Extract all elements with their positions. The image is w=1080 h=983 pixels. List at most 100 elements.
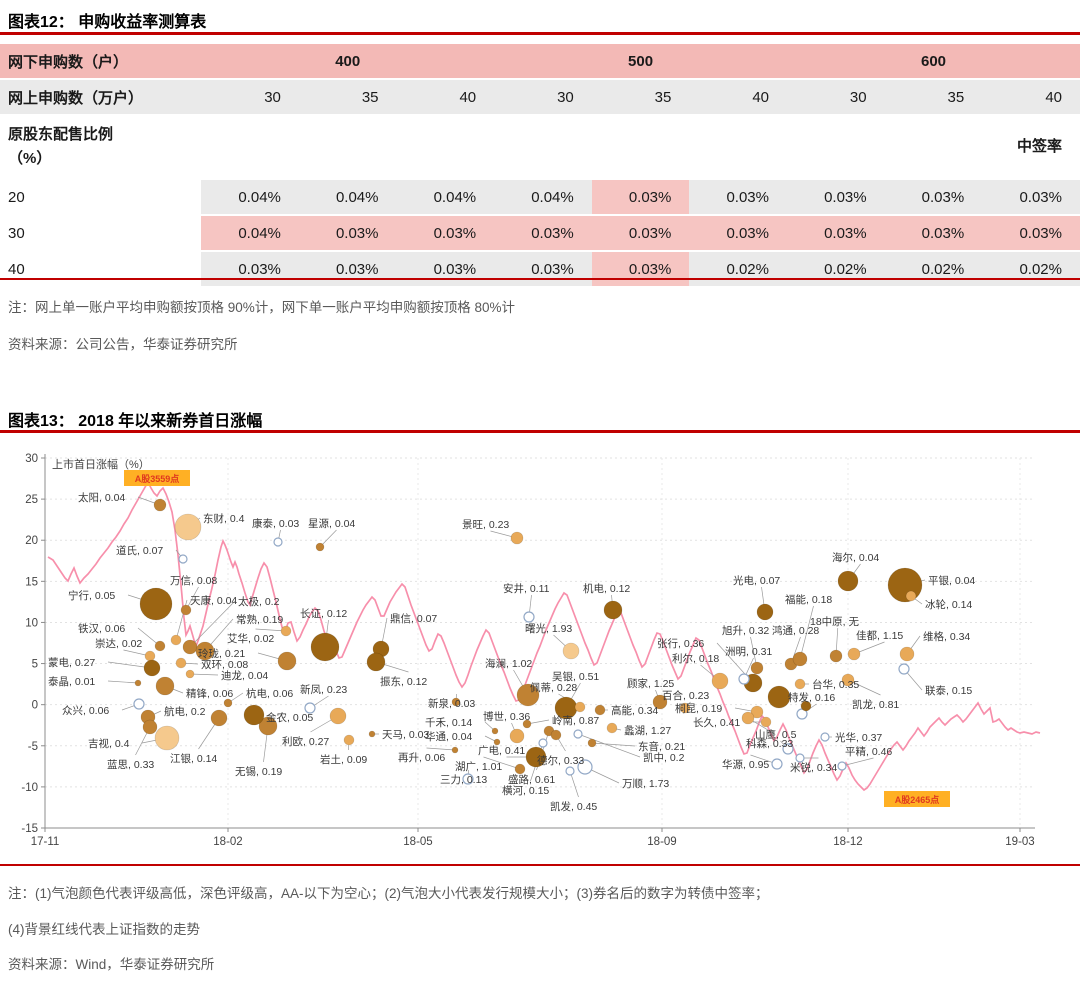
ratio-value-cell: 20 xyxy=(8,188,25,206)
row-header-online: 网上申购数（万户） xyxy=(0,80,202,114)
bubble xyxy=(329,707,347,725)
ratio-label-line2: （%） xyxy=(8,150,52,167)
figure12-table: 网下申购数（户） 400 500 600 网上申购数（万户） 30 35 40 30 35 40 30… xyxy=(0,42,1080,288)
x-tick-label: 18-09 xyxy=(647,836,676,848)
bubble xyxy=(800,700,812,712)
bubble-label: 三力, 0.13 xyxy=(440,773,487,786)
bubble-label: 蒙电, 0.27 xyxy=(48,656,95,669)
bubble xyxy=(741,711,755,725)
bubble xyxy=(258,716,278,736)
y-tick-label: 20 xyxy=(25,535,38,547)
bubble-label: 迪龙, 0.04 xyxy=(221,669,268,682)
figure13-note-line2: (4)背景红线代表上证指数的走势 xyxy=(8,922,200,937)
yield-value-cell: 0.03% xyxy=(298,216,397,250)
bubble-label: 太极, 0.2 xyxy=(238,595,280,608)
bubble-label: 张行, 0.36 xyxy=(657,637,704,650)
shanghai-index-line xyxy=(47,480,1041,792)
bubble-label: 曙光, 1.93 xyxy=(525,622,572,635)
bubble-label: 特发, 0.16 xyxy=(788,691,835,704)
yield-value-cell: 0.03% xyxy=(591,252,690,286)
x-tick-label: 18-02 xyxy=(213,836,242,848)
bubble xyxy=(562,642,580,660)
bubble xyxy=(185,669,195,679)
online-count-cell: 30 xyxy=(494,80,592,114)
rule-under-chart xyxy=(0,864,1080,866)
bubble xyxy=(243,704,265,726)
bubble-label: 台华, 0.35 xyxy=(812,678,859,691)
bubble-label: 再升, 0.06 xyxy=(398,752,445,764)
lottery-rate-header: 中签率 xyxy=(1016,138,1062,155)
bubble-label: 米锐, 0.34 xyxy=(790,761,837,774)
bubble xyxy=(462,773,474,785)
bubble-label: 顾家, 1.25 xyxy=(627,677,674,690)
bubble xyxy=(573,729,583,739)
figure12-source: 资料来源：公司公告，华泰证券研究所 xyxy=(8,337,238,352)
bubble xyxy=(792,651,808,667)
bubble xyxy=(837,761,847,771)
bubble xyxy=(514,763,526,775)
bubble xyxy=(139,587,173,621)
index-annotation-box xyxy=(124,470,190,486)
bubble xyxy=(182,639,198,655)
bubble xyxy=(550,729,562,741)
bubble-label: 湖广, 1.01 xyxy=(455,761,502,773)
bubble xyxy=(304,702,316,714)
bubble xyxy=(756,603,774,621)
bubble-label: 新凤, 0.23 xyxy=(300,683,347,696)
bubble-label: 华通, 0.04 xyxy=(425,730,472,743)
yield-value-cell: 0.03% xyxy=(982,180,1080,214)
y-tick-label: 15 xyxy=(25,576,38,588)
bubble-label: 利欧, 0.27 xyxy=(282,736,329,748)
bubble-label: 洲明, 0.31 xyxy=(725,646,772,658)
bubble-label: 康泰, 0.03 xyxy=(252,517,299,530)
bubble-label: 东财, 0.4 xyxy=(203,512,245,525)
x-tick-label: 19-03 xyxy=(1005,836,1034,848)
yield-value-cell: 0.03% xyxy=(591,216,690,250)
bubble-label: 冰轮, 0.14 xyxy=(925,598,972,611)
bubble-label: 天马, 0.03 xyxy=(382,729,429,741)
yield-value-cell: 0.03% xyxy=(201,252,299,286)
yield-value-cell: 0.04% xyxy=(201,180,299,214)
online-count-cell: 35 xyxy=(591,80,690,114)
bubble-label: 蠡湖, 1.27 xyxy=(624,724,671,737)
yield-value-cell: 0.03% xyxy=(396,252,495,286)
bubble xyxy=(142,719,158,735)
bubble xyxy=(574,701,586,713)
bubble-label: 双环, 0.08 xyxy=(201,659,248,671)
online-count-cell: 30 xyxy=(201,80,299,114)
yield-value-cell: 0.02% xyxy=(982,252,1080,286)
bubble-label: 光电, 0.07 xyxy=(733,574,780,587)
bubble xyxy=(738,673,750,685)
bubble-label: 岭南, 0.87 xyxy=(552,714,599,727)
bubble-label: 吴银, 0.51 xyxy=(552,670,599,683)
bubble xyxy=(223,698,233,708)
leader-line xyxy=(591,742,636,747)
bubble-label: 高能, 0.34 xyxy=(611,704,658,717)
bubble xyxy=(154,640,166,652)
yield-value-cell: 0.03% xyxy=(689,216,787,250)
index-annotation-text: A股3559点 xyxy=(135,473,180,484)
yield-value-cell: 0.04% xyxy=(298,180,397,214)
bubble xyxy=(174,513,202,541)
spacer-cell xyxy=(787,116,885,178)
bubble xyxy=(144,650,156,662)
bubble xyxy=(750,705,764,719)
bubble-label: 长久, 0.41 xyxy=(693,717,740,729)
rule-under-title-12 xyxy=(0,32,1080,35)
rule-under-table xyxy=(0,278,1080,280)
yield-value-cell: 0.02% xyxy=(689,252,787,286)
online-count-cell: 30 xyxy=(787,80,885,114)
y-tick-label: -5 xyxy=(28,741,38,753)
x-tick-label: 18-05 xyxy=(403,836,432,848)
spacer-cell xyxy=(885,116,983,178)
bubble-label: 江银, 0.14 xyxy=(170,752,217,765)
bubble xyxy=(837,570,859,592)
bubble xyxy=(210,709,228,727)
online-count-cell: 40 xyxy=(689,80,787,114)
bubble-label: 蓝思, 0.33 xyxy=(107,759,154,771)
bubble-label: 18中原, 无 xyxy=(810,615,860,628)
bubble xyxy=(143,659,161,677)
leader-line xyxy=(483,756,521,770)
bubble-label: 鼎信, 0.07 xyxy=(390,613,437,625)
